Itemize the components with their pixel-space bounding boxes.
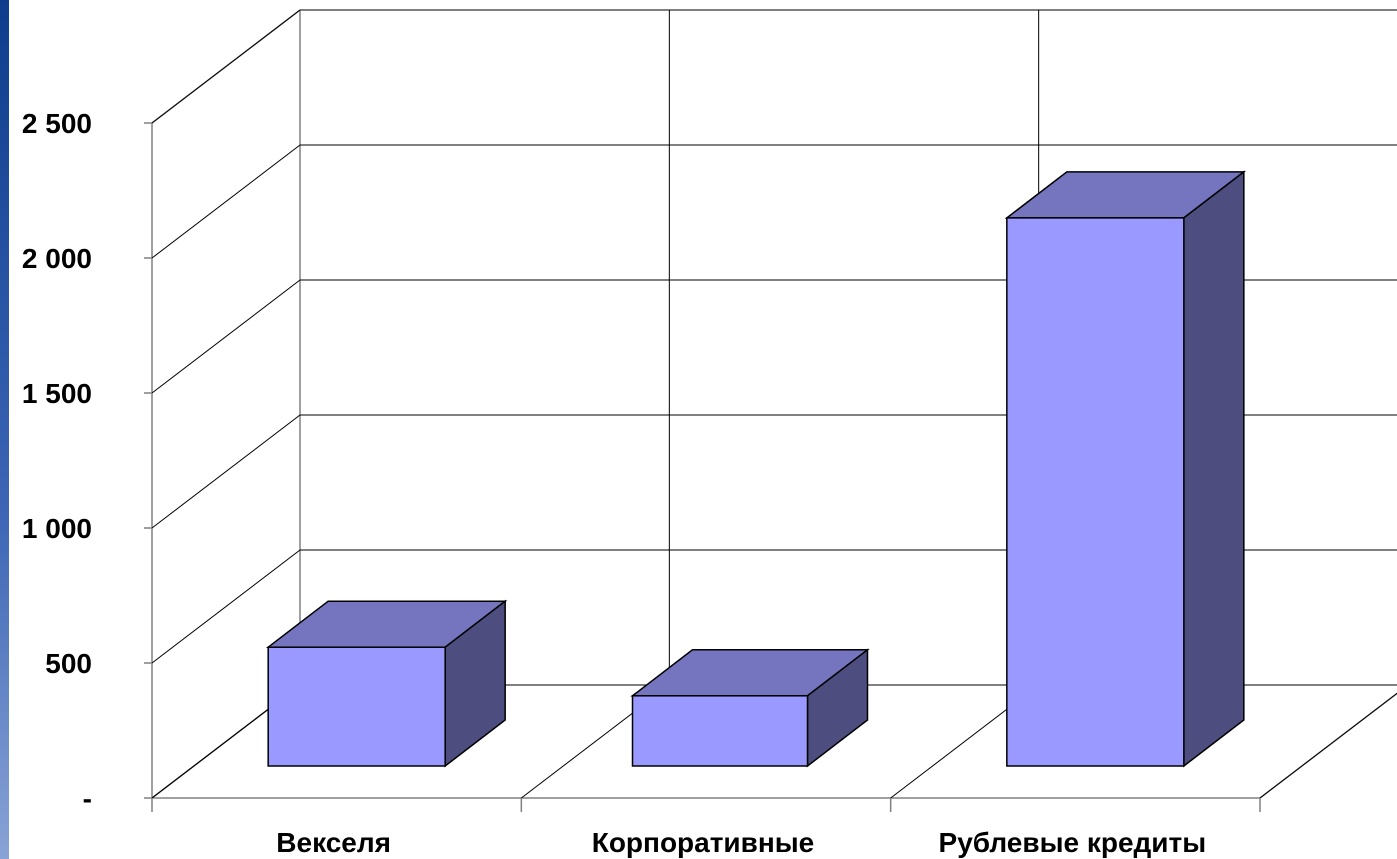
y-tick-label: 500 [45,648,92,679]
y-tick-label: - [83,783,92,814]
y-tick-label: 2 500 [22,108,92,139]
x-category-label: Корпоративные [592,827,815,858]
x-category-label: Рублевые кредиты [939,827,1207,858]
bar-1 [265,599,508,768]
bar-side [1183,170,1245,768]
bar-front [267,646,446,767]
left-decoration-strip [0,0,9,859]
y-tick-label: 1 500 [22,378,92,409]
gridline-side [151,144,301,259]
gridline-side [151,9,301,124]
bars [265,170,1247,768]
bar-2 [630,648,870,768]
y-axis-ticks: - 500 1 000 1 500 2 000 2 500 [22,108,1261,814]
floor-divider [1259,692,1397,799]
category-labels: Векселя Корпоративные Рублевые кредиты [276,827,1206,858]
y-tick-label: 1 000 [22,513,92,544]
bar-3 [1004,170,1247,768]
gridline-side [151,549,301,664]
gridline-side [151,279,301,394]
bar-front [631,695,809,767]
x-category-label: Векселя [276,827,391,858]
y-tick-label: 2 000 [22,243,92,274]
gridline-side [151,414,301,529]
bar-front [1006,217,1185,767]
floor-right-edge [1259,692,1397,799]
